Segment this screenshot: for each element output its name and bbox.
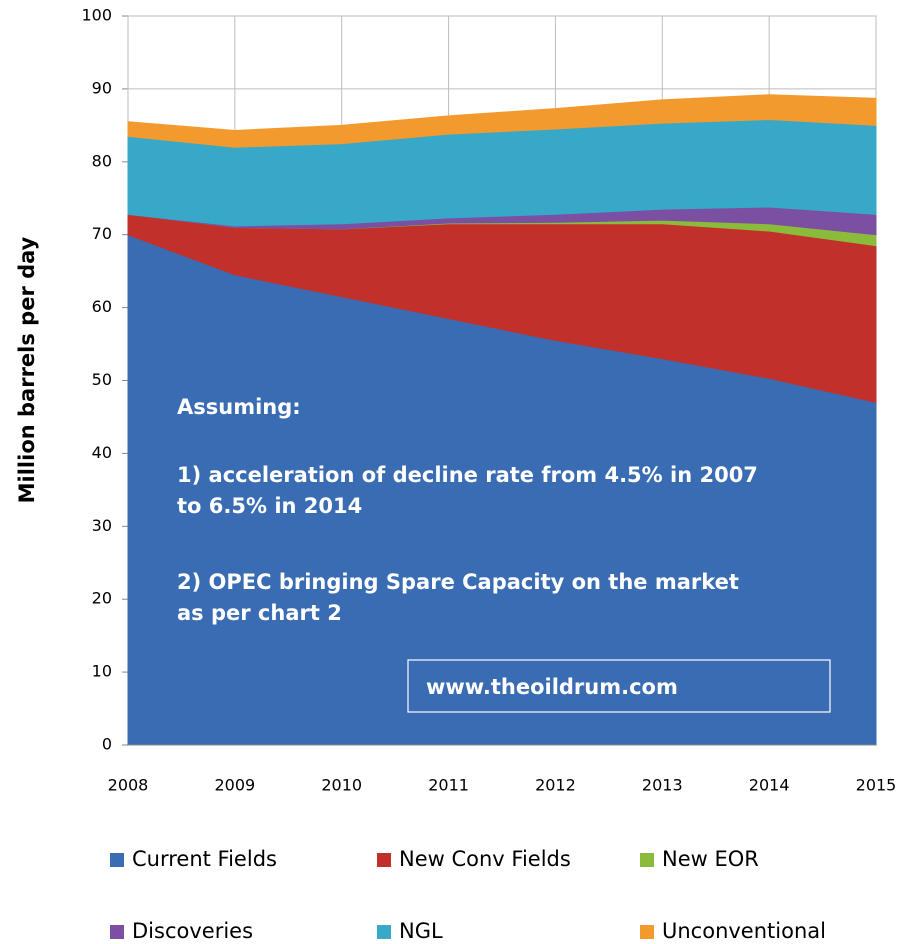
legend-label: NGL xyxy=(399,919,443,943)
annotation: 1) acceleration of decline rate from 4.5… xyxy=(177,463,758,487)
x-tick-label: 2012 xyxy=(535,776,576,795)
legend-label: New EOR xyxy=(662,847,759,871)
x-tick-label: 2009 xyxy=(214,776,255,795)
y-tick-label: 40 xyxy=(92,443,112,462)
legend-swatch xyxy=(377,853,391,867)
annotation: Assuming: xyxy=(177,395,301,419)
x-tick-label: 2008 xyxy=(108,776,149,795)
x-tick-label: 2013 xyxy=(642,776,683,795)
y-tick-label: 30 xyxy=(92,516,112,535)
y-axis-label: Million barrels per day xyxy=(15,236,39,503)
y-tick-label: 0 xyxy=(102,735,112,754)
source-box xyxy=(407,659,831,713)
annotation: as per chart 2 xyxy=(177,601,342,625)
legend-swatch xyxy=(110,853,124,867)
source: www.theoildrum.com xyxy=(426,675,678,699)
y-tick-label: 10 xyxy=(92,662,112,681)
legend-swatch xyxy=(377,925,391,939)
y-tick-label: 70 xyxy=(92,224,112,243)
y-tick-label: 60 xyxy=(92,297,112,316)
y-tick-label: 80 xyxy=(92,151,112,170)
y-tick-label: 20 xyxy=(92,589,112,608)
y-tick-label: 100 xyxy=(81,6,112,25)
x-tick-label: 2010 xyxy=(321,776,362,795)
x-tick-label: 2015 xyxy=(856,776,897,795)
y-tick-label: 50 xyxy=(92,370,112,389)
legend-label: New Conv Fields xyxy=(399,847,571,871)
legend-swatch xyxy=(110,925,124,939)
legend-label: Discoveries xyxy=(132,919,253,943)
y-tick-label: 90 xyxy=(92,78,112,97)
x-tick-label: 2014 xyxy=(749,776,790,795)
x-tick-label: 2011 xyxy=(428,776,469,795)
area xyxy=(127,94,877,148)
legend-swatch xyxy=(640,925,654,939)
legend-swatch xyxy=(640,853,654,867)
legend-label: Current Fields xyxy=(132,847,277,871)
annotation: to 6.5% in 2014 xyxy=(177,494,362,518)
legend-label: Unconventional xyxy=(662,919,826,943)
annotation: 2) OPEC bringing Spare Capacity on the m… xyxy=(177,570,739,594)
